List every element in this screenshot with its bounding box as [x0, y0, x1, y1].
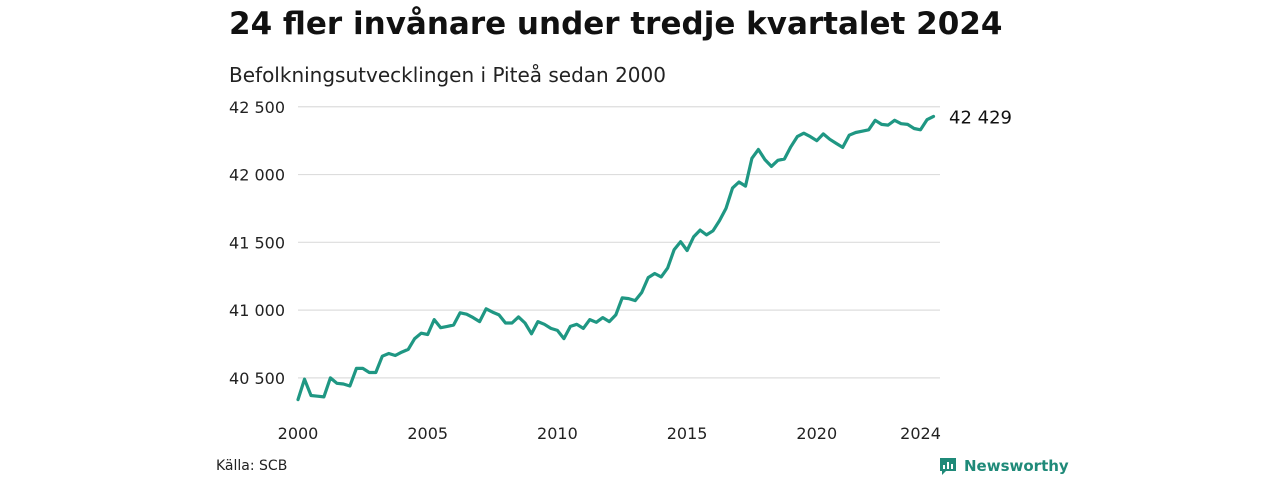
x-tick-label: 2024	[900, 424, 941, 443]
y-tick-label: 41 000	[229, 301, 285, 320]
x-tick-label: 2010	[537, 424, 578, 443]
x-tick-label: 2005	[407, 424, 448, 443]
brand-name: Newsworthy	[964, 457, 1069, 475]
newsworthy-logo-icon	[940, 458, 956, 475]
y-tick-label: 42 500	[229, 98, 285, 117]
y-tick-label: 42 000	[229, 166, 285, 185]
chart-subtitle: Befolkningsutvecklingen i Piteå sedan 20…	[229, 63, 666, 87]
x-tick-label: 2015	[667, 424, 708, 443]
end-value-label: 42 429	[949, 107, 1012, 128]
x-tick-label: 2020	[796, 424, 837, 443]
population-line	[296, 114, 936, 402]
x-tick-label: 2000	[278, 424, 319, 443]
newsworthy-logo: Newsworthy	[938, 456, 1069, 476]
chart-title: 24 fler invånare under tredje kvartalet …	[229, 6, 1003, 42]
y-tick-label: 40 500	[229, 369, 285, 388]
source-label: Källa: SCB	[216, 458, 288, 474]
y-tick-label: 41 500	[229, 233, 285, 252]
